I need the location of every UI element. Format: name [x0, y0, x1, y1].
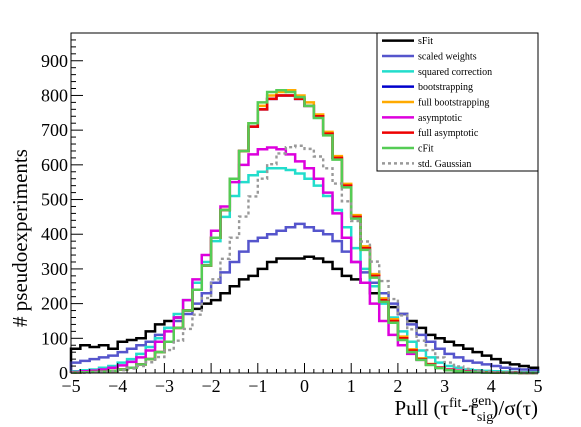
y-tick-label: 800 — [41, 85, 68, 105]
y-axis-title: # pseudoexperiments — [8, 149, 32, 327]
y-tick-label: 900 — [41, 51, 68, 71]
y-tick-label: 100 — [41, 328, 68, 348]
x-tick-label: 3 — [440, 376, 449, 396]
x-tick-label: −3 — [155, 376, 174, 396]
x-axis-title-suffix: )/σ(τ) — [491, 396, 538, 420]
x-tick-label: 2 — [393, 376, 402, 396]
y-tick-label: 0 — [59, 363, 68, 383]
legend-label: bootstrapping — [418, 82, 473, 93]
y-tick-label: 400 — [41, 224, 68, 244]
y-tick-label: 300 — [41, 259, 68, 279]
legend-label: asymptotic — [418, 113, 462, 124]
series-line-std-gaussian — [69, 144, 538, 375]
x-axis-title-mid: -τ — [461, 396, 476, 420]
x-axis-title: Pull (τfit-τsiggen)/σ(τ) — [394, 394, 538, 425]
x-tick-label: −1 — [248, 376, 267, 396]
y-tick-label: 200 — [41, 294, 68, 314]
legend-label: full asymptotic — [418, 128, 479, 139]
legend-label: full bootstrapping — [418, 98, 489, 109]
legend-label: sFit — [418, 36, 433, 47]
y-tick-label: 600 — [41, 155, 68, 175]
x-axis-title-sup-fit: fit — [449, 396, 462, 411]
legend-label: std. Gaussian — [418, 159, 471, 170]
x-tick-label: −2 — [202, 376, 221, 396]
x-tick-label: −4 — [108, 376, 127, 396]
series-line-sfit — [69, 255, 540, 373]
legend: sFit scaled weights squared correction boot… — [376, 32, 539, 172]
x-axis-title-prefix: Pull (τ — [394, 396, 449, 420]
legend-label: squared correction — [418, 67, 492, 78]
legend-label: scaled weights — [418, 52, 477, 63]
x-axis-title-sup-gen: gen — [471, 394, 491, 409]
x-tick-label: 5 — [534, 376, 543, 396]
x-tick-label: 0 — [300, 376, 309, 396]
x-tick-label: −5 — [61, 376, 80, 396]
x-axis-title-sub-sig: sig — [477, 410, 493, 425]
series-line-scaled-weights — [69, 222, 540, 373]
y-tick-label: 700 — [41, 120, 68, 140]
y-tick-label: 500 — [41, 190, 68, 210]
plot-frame — [70, 32, 539, 374]
x-tick-label: 4 — [487, 376, 496, 396]
legend-label: cFit — [418, 144, 434, 155]
x-tick-label: 1 — [347, 376, 356, 396]
